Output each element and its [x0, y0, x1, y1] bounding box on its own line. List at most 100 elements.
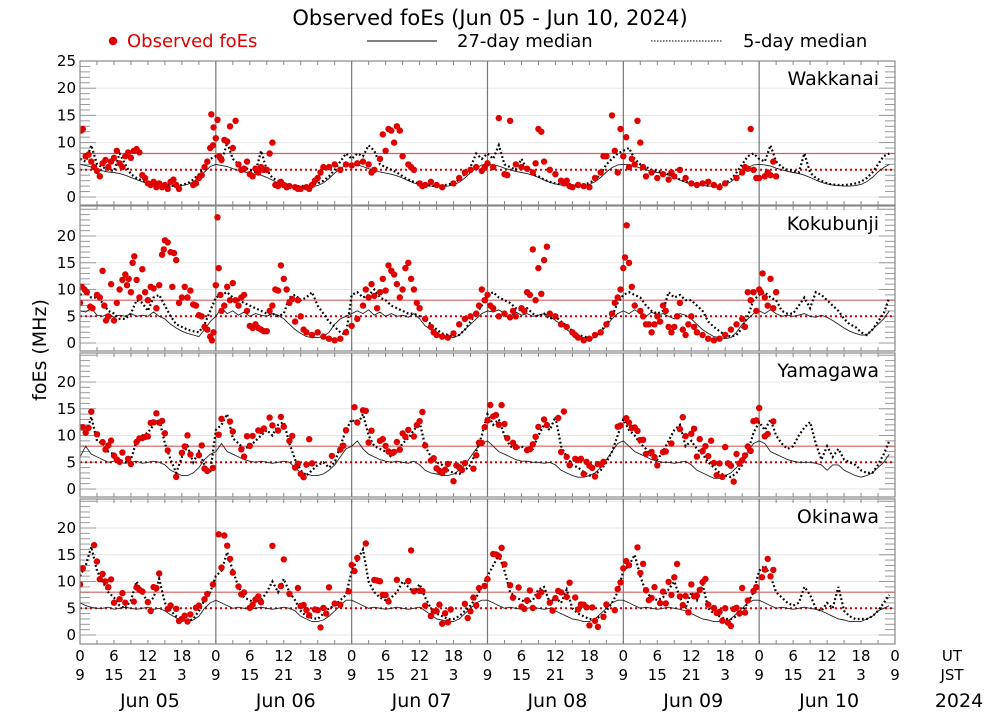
observed-point	[153, 584, 160, 592]
observed-point	[277, 262, 285, 269]
observed-point	[147, 607, 154, 615]
observed-point	[634, 544, 641, 551]
observed-point	[727, 622, 735, 630]
observed-point	[362, 540, 369, 547]
observed-point	[337, 601, 344, 608]
observed-point	[662, 448, 669, 455]
observed-point	[255, 593, 262, 600]
observed-point	[105, 442, 112, 449]
observed-point	[705, 335, 712, 342]
observed-point	[433, 331, 440, 339]
observed-point	[173, 473, 180, 480]
observed-point	[243, 433, 251, 440]
observed-point	[739, 584, 746, 592]
observed-point	[521, 605, 528, 612]
y-tick-label: 20	[57, 79, 76, 97]
observed-point	[286, 182, 293, 190]
observed-point	[371, 292, 378, 300]
y-tick-label: 20	[57, 519, 76, 537]
observed-point	[102, 578, 109, 585]
observed-point	[515, 584, 522, 591]
observed-point	[504, 434, 511, 442]
panel-frame	[79, 60, 896, 206]
observed-point	[405, 577, 412, 585]
observed-point	[458, 466, 466, 474]
observed-point	[614, 585, 621, 593]
y-tick-label: 15	[57, 106, 76, 124]
observed-point	[308, 460, 316, 467]
observed-point	[566, 579, 573, 586]
median5-line	[80, 410, 891, 479]
observed-point	[506, 314, 514, 321]
observed-point	[478, 286, 485, 293]
observed-point	[441, 466, 449, 473]
observed-point	[218, 307, 225, 315]
observed-point	[396, 446, 403, 453]
observed-point	[566, 462, 573, 469]
observed-point	[158, 417, 166, 425]
observed-point	[274, 427, 282, 434]
observed-point	[141, 174, 149, 182]
observed-point	[144, 598, 152, 606]
observed-point	[422, 442, 429, 449]
observed-point	[628, 283, 635, 290]
observed-point	[733, 321, 740, 328]
observed-point	[623, 222, 630, 229]
observed-point	[235, 302, 242, 309]
observed-point	[167, 602, 174, 609]
observed-point	[490, 163, 497, 171]
observed-point	[676, 593, 684, 600]
observed-point	[226, 297, 234, 304]
observed-point	[433, 181, 440, 189]
observed-point	[535, 423, 542, 431]
observed-point	[376, 578, 384, 585]
observed-point	[410, 588, 418, 595]
observed-point	[470, 594, 477, 601]
observed-point	[560, 408, 568, 415]
observed-point	[153, 410, 160, 417]
x-tick-label-jst: 21	[274, 666, 293, 684]
observed-point	[498, 401, 505, 409]
observed-point	[187, 451, 194, 458]
observed-point	[682, 592, 689, 600]
observed-point	[764, 555, 771, 563]
observed-point	[713, 472, 720, 479]
observed-point	[639, 313, 647, 320]
observed-point	[586, 622, 593, 629]
observed-point	[484, 575, 491, 583]
observed-point	[481, 423, 488, 431]
x-tick-label-jst: 3	[585, 666, 595, 684]
observed-point	[348, 561, 355, 569]
observed-point	[501, 310, 508, 317]
observed-point	[532, 433, 539, 440]
observed-point	[314, 606, 321, 614]
observed-point	[693, 453, 701, 460]
observed-point	[563, 453, 570, 461]
observed-point	[113, 299, 121, 307]
observed-point	[286, 590, 293, 597]
observed-point	[654, 462, 661, 469]
x-tick-label-ut: 12	[274, 647, 293, 665]
observed-point	[546, 310, 553, 317]
observed-point	[710, 604, 718, 612]
observed-point	[656, 599, 664, 607]
observed-point	[512, 313, 519, 320]
x-tick-label-jst: 9	[75, 666, 85, 684]
x-tick-label-jst: 21	[410, 666, 429, 684]
observed-point	[685, 321, 692, 328]
observed-point	[422, 315, 429, 323]
x-tick-label-jst: 9	[754, 666, 764, 684]
observed-point	[648, 169, 655, 176]
panel-series	[80, 531, 891, 631]
observed-point	[603, 321, 610, 328]
observed-point	[526, 587, 534, 594]
observed-point	[303, 606, 310, 614]
observed-point	[399, 153, 406, 160]
observed-point	[741, 609, 749, 616]
observed-point	[83, 289, 91, 296]
observed-point	[354, 419, 361, 426]
observed-point	[390, 139, 398, 146]
observed-point	[314, 329, 321, 336]
observed-point	[294, 297, 302, 304]
observed-point	[178, 449, 186, 456]
